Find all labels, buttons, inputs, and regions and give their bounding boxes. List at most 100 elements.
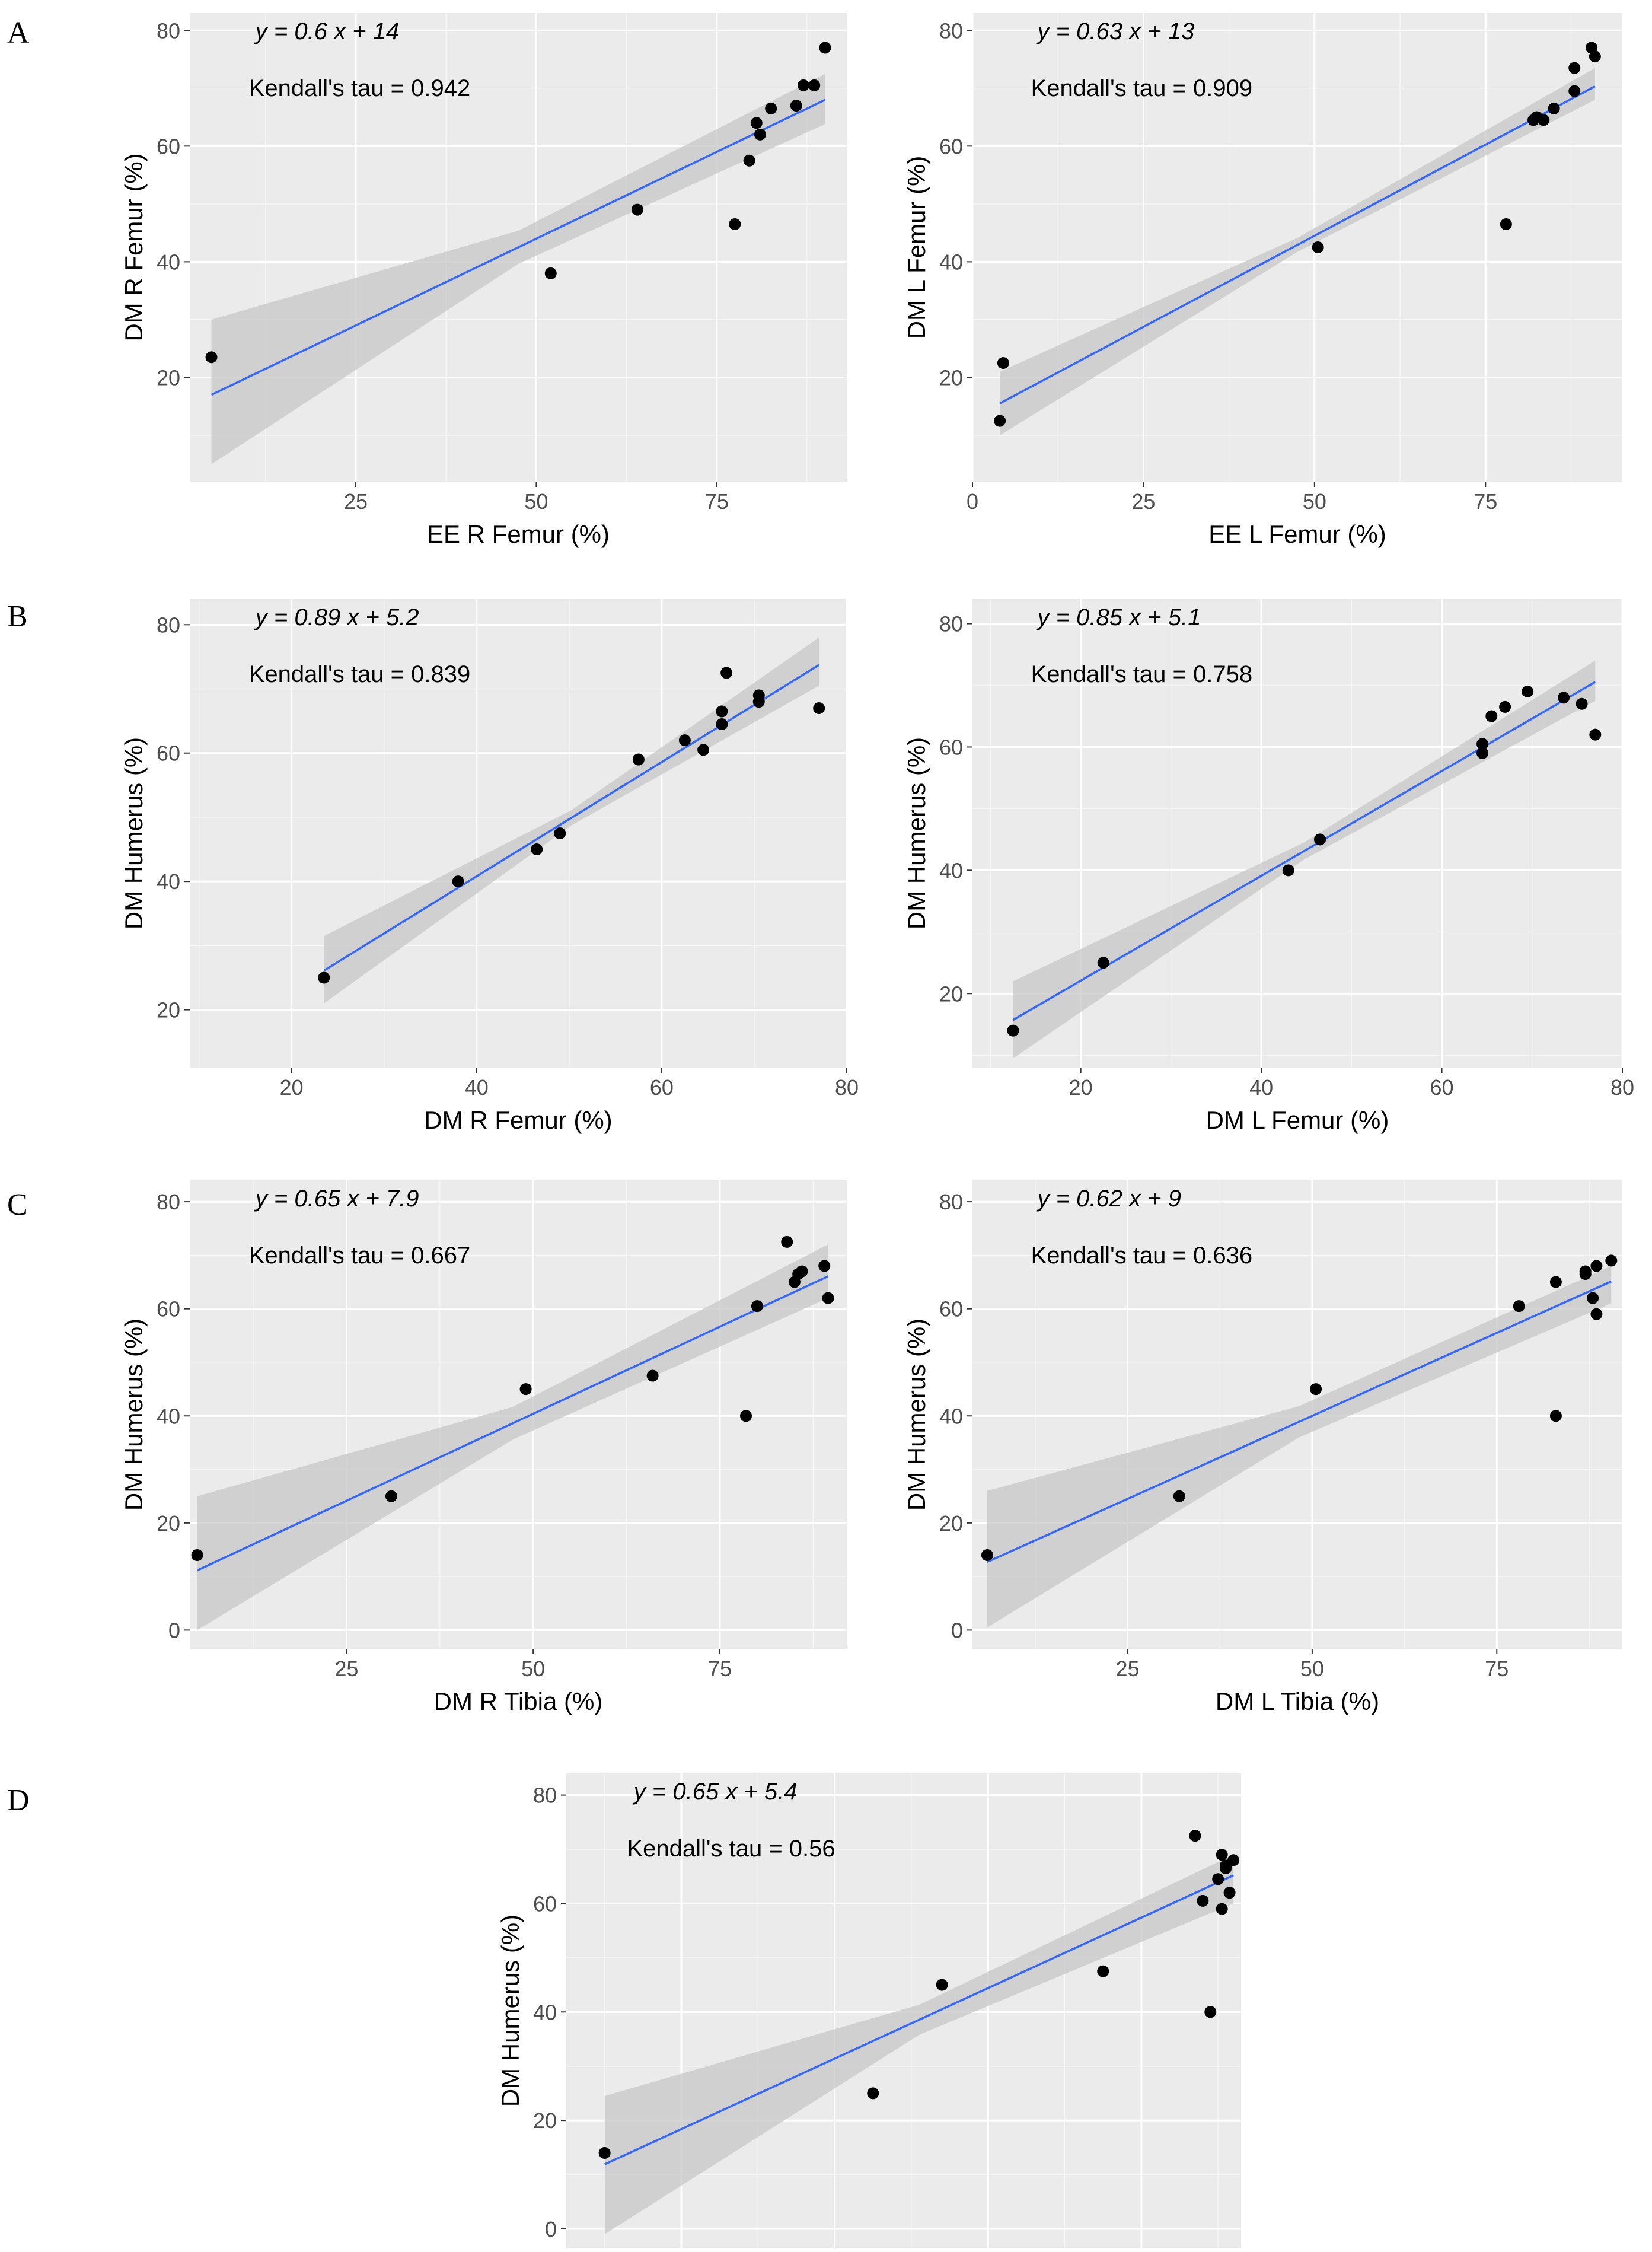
panel-label-a: A (7, 16, 30, 50)
chart-6: 25 50 75 0 20 40 60 80 DM L Tibia (%) DM Humerus … (902, 1180, 1622, 1715)
chart-3-plot-background (190, 599, 847, 1068)
chart-1-data-point (765, 102, 777, 114)
chart-6-x-tick-label: 75 (1485, 1657, 1509, 1681)
chart-7-y-tick-label: 0 (545, 2217, 557, 2241)
chart-6-data-point (1587, 1292, 1599, 1304)
chart-3-x-tick-label: 60 (650, 1075, 674, 1100)
chart-2-regression-equation: y = 0.63 x + 13 (1036, 18, 1195, 44)
chart-3-data-point (554, 827, 566, 839)
chart-2-data-point (1568, 85, 1581, 97)
chart-3-y-tick-label: 20 (157, 998, 180, 1023)
chart-2-x-tick-label: 75 (1474, 489, 1497, 514)
panel-label-b: B (7, 600, 28, 633)
chart-6-data-point (1549, 1410, 1562, 1422)
chart-7-y-tick-label: 20 (533, 2108, 557, 2133)
chart-5-y-axis-title: DM Humerus (%) (120, 1318, 148, 1511)
chart-4-x-tick-label: 80 (1610, 1075, 1634, 1100)
chart-1-fit-line (211, 98, 826, 396)
chart-7-data-point (867, 2087, 879, 2100)
chart-5-data-point (740, 1410, 752, 1422)
chart-1-data-point (808, 79, 821, 91)
chart-2-data-point (997, 357, 1009, 370)
chart-2-x-tick-label: 0 (967, 489, 978, 514)
chart-2-data-point (1500, 218, 1512, 230)
chart-2-data-point (1568, 62, 1581, 74)
chart-7-regression-equation: y = 0.65 x + 5.4 (632, 1779, 798, 1805)
chart-6-y-tick-label: 40 (939, 1404, 963, 1428)
chart-7-confidence-ribbon (604, 1855, 1234, 2235)
chart-5-fit-line (196, 1275, 829, 1572)
chart-1-data-point (205, 351, 218, 364)
chart-7-data-point (1212, 1873, 1224, 1885)
panel-label-c: C (7, 1188, 28, 1222)
chart-3-x-tick-label: 40 (465, 1075, 489, 1100)
chart-4-data-point (1007, 1024, 1019, 1037)
chart-6-regression-equation: y = 0.62 x + 9 (1036, 1186, 1181, 1212)
chart-5-data-point (519, 1383, 532, 1396)
chart-6-y-tick-label: 20 (939, 1511, 963, 1536)
chart-2-x-axis-title: EE L Femur (%) (1208, 520, 1386, 548)
chart-5-x-axis-title: DM R Tibia (%) (434, 1687, 603, 1715)
chart-4-kendall-tau: Kendall's tau = 0.758 (1031, 661, 1252, 687)
chart-6-data-point (1310, 1383, 1322, 1396)
chart-2-y-axis-title: DM L Femur (%) (902, 156, 930, 339)
chart-4-data-point (1576, 697, 1588, 710)
chart-5-data-point (385, 1490, 397, 1502)
chart-5-data-point (751, 1300, 763, 1313)
chart-1-confidence-ribbon (211, 74, 825, 464)
chart-6-fit-line (987, 1280, 1612, 1563)
chart-5-confidence-ribbon (197, 1244, 828, 1630)
chart-2-x-tick-label: 50 (1303, 489, 1326, 514)
charts-group: 25 50 75 20 40 60 80 EE R Femur (%) DM R Femur (… (120, 13, 1634, 2248)
chart-4-y-tick-label: 20 (939, 982, 963, 1006)
chart-5-y-tick-label: 0 (168, 1618, 180, 1642)
chart-5-y-tick-label: 40 (157, 1404, 180, 1428)
chart-5-data-point (781, 1235, 793, 1248)
chart-5-data-point (822, 1292, 834, 1304)
chart-1-data-point (819, 42, 831, 54)
chart-2-kendall-tau: Kendall's tau = 0.909 (1031, 75, 1252, 101)
chart-3-data-point (697, 744, 710, 756)
chart-6-y-tick-label: 80 (939, 1190, 963, 1214)
chart-6-x-tick-label: 25 (1116, 1657, 1140, 1681)
chart-6-y-tick-label: 60 (939, 1297, 963, 1321)
chart-3-data-point (452, 875, 464, 888)
chart-7-y-axis-title: DM Humerus (%) (496, 1915, 524, 2107)
chart-5-data-point (818, 1260, 831, 1272)
chart-6-y-axis-title: DM Humerus (%) (902, 1318, 930, 1511)
chart-5-x-tick-label: 50 (521, 1657, 545, 1681)
chart-1-x-tick-label: 50 (524, 489, 548, 514)
chart-6-y-tick-label: 0 (951, 1618, 963, 1642)
chart-7: 0 20 40 60 80 DM Humerus (%) y = 0.65 x + 5.4 K… (496, 1773, 1241, 2248)
chart-2-confidence-ribbon (1000, 68, 1595, 435)
chart-3-y-axis-title: DM Humerus (%) (120, 737, 148, 929)
chart-5-y-tick-label: 60 (157, 1297, 180, 1321)
chart-7-data-point (1189, 1830, 1201, 1842)
chart-4-x-axis-title: DM L Femur (%) (1206, 1106, 1389, 1134)
chart-6-data-point (1513, 1300, 1525, 1313)
chart-7-data-point (1227, 1854, 1240, 1866)
chart-2-fit-line (999, 85, 1596, 404)
chart-4-data-point (1499, 700, 1511, 713)
chart-2-data-point (1548, 102, 1560, 114)
chart-7-data-point (1216, 1903, 1228, 1915)
chart-4-data-point (1558, 692, 1570, 704)
chart-5-y-tick-label: 20 (157, 1511, 180, 1536)
chart-5-kendall-tau: Kendall's tau = 0.667 (249, 1243, 470, 1269)
chart-2-x-tick-label: 25 (1131, 489, 1155, 514)
chart-3-fit-line (323, 664, 820, 971)
chart-3-data-point (632, 753, 645, 766)
chart-1-y-tick-label: 40 (157, 250, 180, 274)
chart-1-data-point (631, 203, 643, 216)
chart-6-confidence-ribbon (987, 1266, 1612, 1627)
chart-1-y-tick-label: 80 (157, 18, 180, 43)
chart-4-data-point (1282, 864, 1294, 877)
chart-4-data-point (1097, 957, 1109, 969)
chart-2-data-point (994, 415, 1006, 427)
chart-6-data-point (1605, 1254, 1618, 1267)
chart-3-x-axis-title: DM R Femur (%) (424, 1106, 612, 1134)
chart-4-x-tick-label: 60 (1430, 1075, 1454, 1100)
chart-3-regression-equation: y = 0.89 x + 5.2 (254, 604, 419, 630)
chart-4-data-point (1314, 833, 1326, 846)
chart-3-data-point (531, 843, 543, 856)
